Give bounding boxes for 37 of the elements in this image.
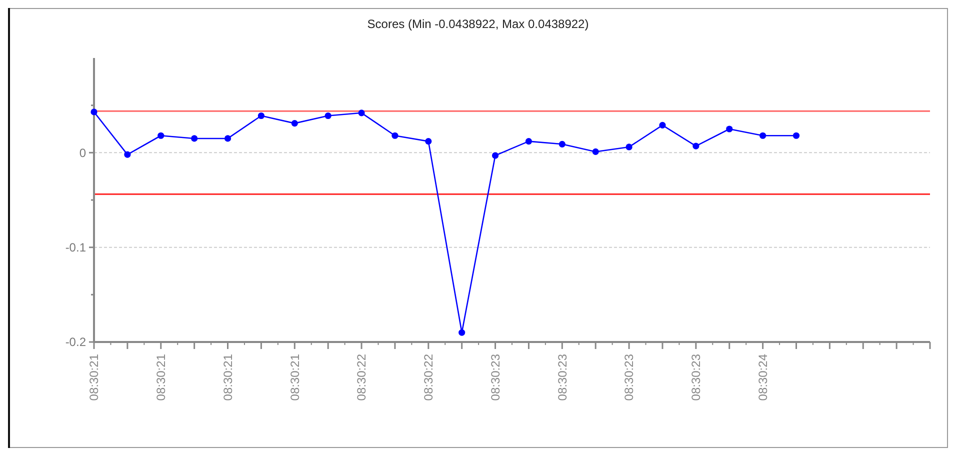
point — [258, 112, 264, 120]
point — [425, 138, 432, 145]
point — [726, 126, 733, 132]
point — [626, 144, 632, 150]
point — [760, 132, 766, 139]
point — [358, 110, 365, 116]
point — [792, 132, 800, 139]
point — [324, 112, 332, 120]
x-tick-label: 08:30:23 — [555, 354, 570, 401]
chart-title: Scores (Min -0.0438922, Max 0.0438922) — [367, 17, 589, 31]
x-tick-label: 08:30:23 — [488, 354, 502, 401]
point — [558, 140, 566, 148]
point — [492, 152, 499, 159]
x-tick-label: 08:30:21 — [87, 354, 102, 401]
point — [592, 148, 599, 156]
point — [458, 329, 466, 336]
point — [158, 132, 164, 139]
point — [692, 142, 700, 150]
point — [659, 122, 666, 129]
x-tick-label: 08:30:22 — [354, 354, 369, 401]
x-tick-label: 08:30:21 — [288, 354, 302, 401]
point — [191, 135, 198, 142]
y-tick-label: -0.2 — [65, 335, 86, 350]
x-tick-label: 08:30:24 — [756, 354, 770, 401]
x-tick-label: 08:30:22 — [422, 354, 436, 401]
x-tick-label: 08:30:21 — [220, 354, 235, 401]
point — [291, 120, 298, 127]
point — [525, 138, 532, 145]
x-tick-label: 08:30:21 — [154, 354, 168, 401]
x-tick-label: 08:30:23 — [622, 354, 636, 401]
point — [124, 151, 131, 158]
point — [392, 132, 398, 139]
y-tick-label: -0.1 — [65, 240, 86, 255]
point — [90, 108, 98, 116]
point — [224, 135, 232, 142]
x-tick-label: 08:30:23 — [689, 354, 704, 401]
y-tick-label: 0 — [79, 146, 86, 160]
